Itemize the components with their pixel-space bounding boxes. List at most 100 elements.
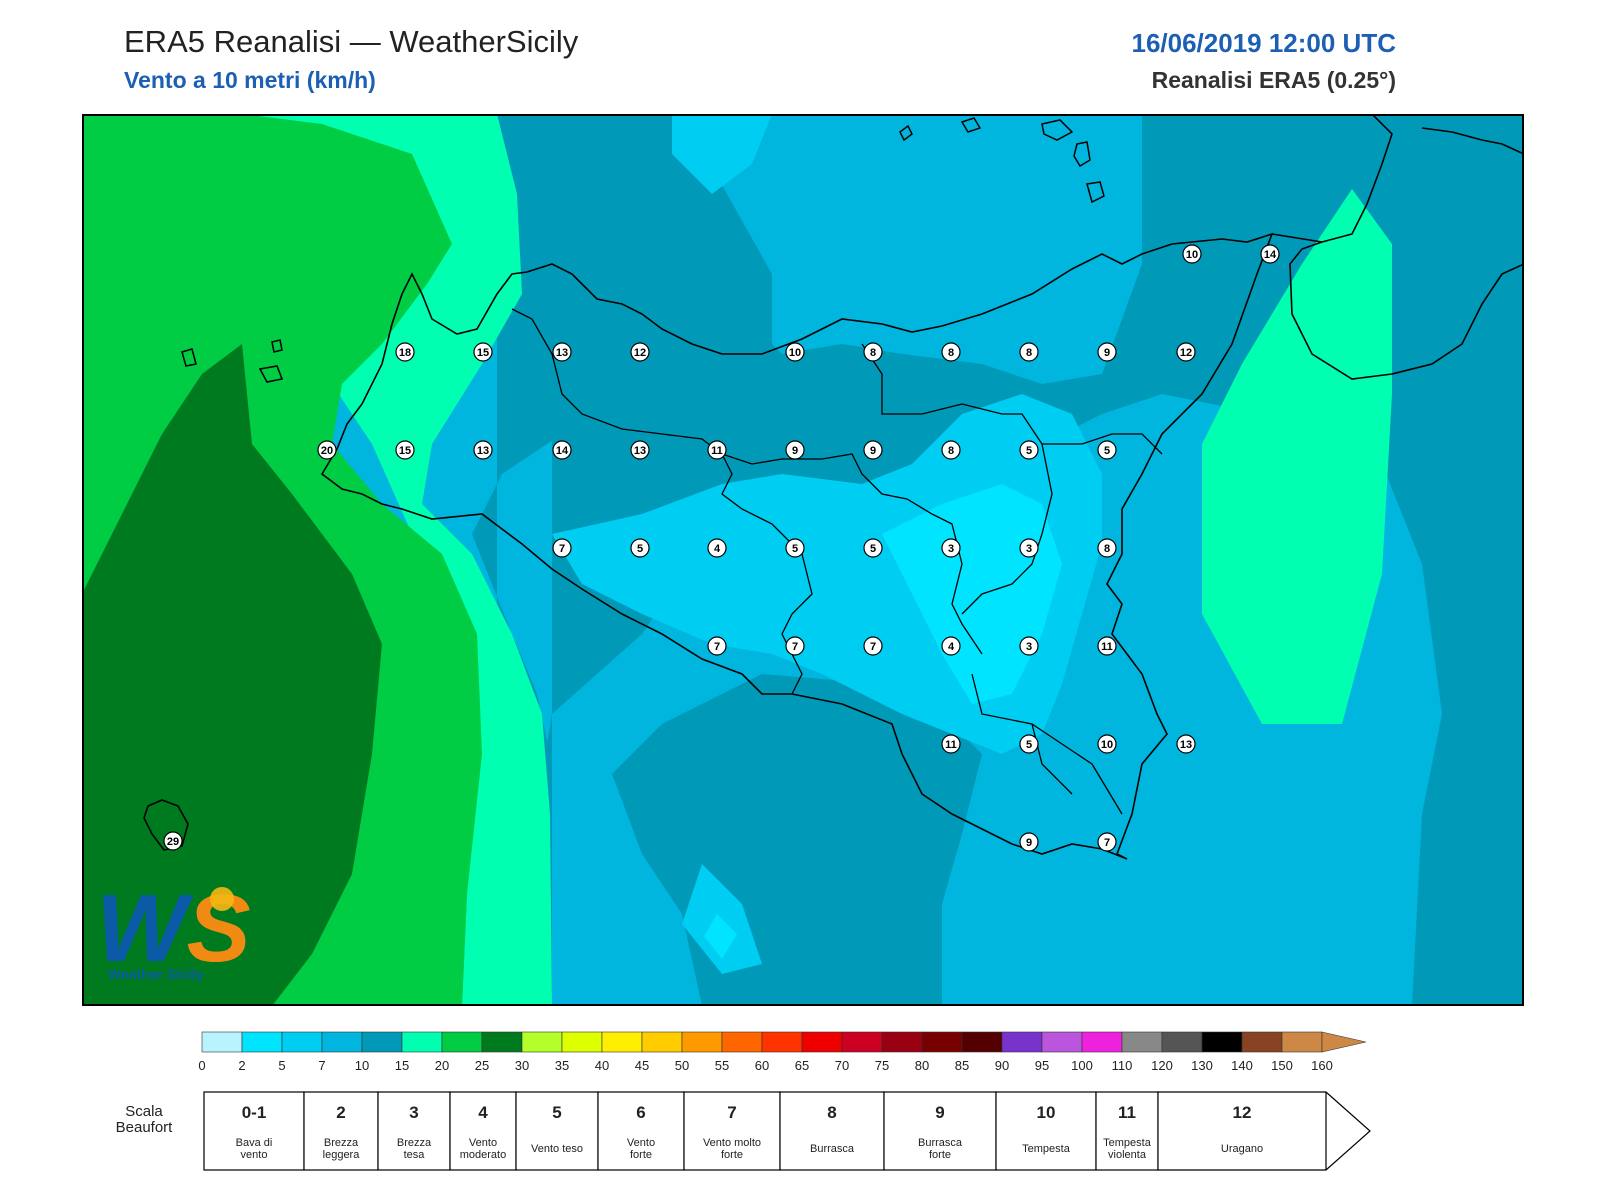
station-value: 7 bbox=[559, 543, 565, 555]
colorbar-tick: 0 bbox=[198, 1058, 205, 1073]
station-marker: 8 bbox=[1097, 538, 1117, 558]
station-value: 5 bbox=[1026, 445, 1032, 457]
colorbar-swatch bbox=[441, 1031, 483, 1053]
station-markers: 10 14 18 15 13 12 10 8 8 8 9 12 20 15 13 14 13 11 9 9 8 5 5 7 5 4… bbox=[163, 244, 1280, 852]
beaufort-number: 9 bbox=[935, 1103, 944, 1122]
colorbar-tick: 160 bbox=[1311, 1058, 1333, 1073]
station-marker: 7 bbox=[1097, 832, 1117, 852]
station-circle bbox=[395, 440, 415, 460]
colorbar-swatch bbox=[561, 1031, 603, 1053]
station-marker: 7 bbox=[552, 538, 572, 558]
beaufort-desc-line1: Vento bbox=[627, 1137, 655, 1149]
station-marker: 4 bbox=[707, 538, 727, 558]
beaufort-desc-line1: Burrasca bbox=[918, 1137, 963, 1149]
beaufort-number: 3 bbox=[409, 1103, 418, 1122]
beaufort-number: 8 bbox=[827, 1103, 836, 1122]
station-marker: 15 bbox=[473, 342, 493, 362]
station-circle bbox=[1097, 538, 1117, 558]
colorbar-tick: 140 bbox=[1231, 1058, 1253, 1073]
colorbar-swatch bbox=[481, 1031, 523, 1053]
data-source: Reanalisi ERA5 (0.25°) bbox=[1151, 67, 1396, 93]
colorbar-tick: 65 bbox=[795, 1058, 809, 1073]
beaufort-box bbox=[449, 1091, 517, 1171]
beaufort-desc-line1: Vento bbox=[469, 1137, 497, 1149]
station-circle bbox=[707, 440, 727, 460]
station-marker: 3 bbox=[1019, 636, 1039, 656]
colorbar-swatch bbox=[961, 1031, 1003, 1053]
station-circle bbox=[1097, 440, 1117, 460]
beaufort-desc-line1: Burrasca bbox=[810, 1143, 855, 1155]
colorbar-swatches bbox=[201, 1031, 1367, 1053]
station-value: 7 bbox=[1104, 837, 1110, 849]
station-value: 14 bbox=[556, 445, 569, 457]
station-marker: 10 bbox=[1097, 734, 1117, 754]
station-circle bbox=[163, 831, 183, 851]
station-value: 8 bbox=[1104, 543, 1110, 555]
station-circle bbox=[1019, 440, 1039, 460]
colorbar-swatch bbox=[681, 1031, 723, 1053]
station-marker: 29 bbox=[163, 831, 183, 851]
colorbar-tick: 45 bbox=[635, 1058, 649, 1073]
beaufort-box bbox=[303, 1091, 379, 1171]
station-marker: 7 bbox=[707, 636, 727, 656]
station-value: 9 bbox=[870, 445, 876, 457]
station-circle bbox=[941, 636, 961, 656]
station-circle bbox=[1097, 636, 1117, 656]
beaufort-desc-line2: moderato bbox=[460, 1149, 506, 1161]
station-marker: 13 bbox=[473, 440, 493, 460]
beaufort-number: 10 bbox=[1037, 1103, 1056, 1122]
station-marker: 5 bbox=[1097, 440, 1117, 460]
colorbar-tick: 25 bbox=[475, 1058, 489, 1073]
station-marker: 7 bbox=[785, 636, 805, 656]
station-marker: 8 bbox=[863, 342, 883, 362]
colorbar-tick: 5 bbox=[278, 1058, 285, 1073]
station-marker: 10 bbox=[1182, 244, 1202, 264]
zone-mint-west bbox=[82, 114, 552, 1006]
station-marker: 15 bbox=[395, 440, 415, 460]
colorbar-tick: 80 bbox=[915, 1058, 929, 1073]
station-value: 7 bbox=[714, 641, 720, 653]
beaufort-number: 11 bbox=[1118, 1103, 1136, 1122]
station-circle bbox=[395, 342, 415, 362]
station-value: 4 bbox=[714, 543, 721, 555]
beaufort-class: 5 Vento teso bbox=[515, 1091, 599, 1171]
station-value: 29 bbox=[167, 836, 179, 848]
beaufort-desc-line2: vento bbox=[241, 1149, 268, 1161]
station-circle bbox=[941, 538, 961, 558]
colorbar-tick: 40 bbox=[595, 1058, 609, 1073]
beaufort-class: 12 Uragano bbox=[1157, 1091, 1371, 1171]
station-marker: 5 bbox=[630, 538, 650, 558]
station-circle bbox=[473, 342, 493, 362]
station-marker: 9 bbox=[863, 440, 883, 460]
station-circle bbox=[1019, 538, 1039, 558]
station-marker: 12 bbox=[630, 342, 650, 362]
zone-cyan-light-small bbox=[704, 914, 737, 959]
map-subtitle: Vento a 10 metri (km/h) bbox=[124, 67, 376, 93]
beaufort-box bbox=[1095, 1091, 1159, 1171]
station-circle bbox=[785, 636, 805, 656]
station-circle bbox=[1097, 342, 1117, 362]
beaufort-desc-line2: leggera bbox=[323, 1149, 361, 1161]
colorbar-tick: 10 bbox=[355, 1058, 369, 1073]
colorbar-swatch bbox=[761, 1031, 803, 1053]
station-circle bbox=[473, 440, 493, 460]
station-value: 13 bbox=[477, 445, 489, 457]
station-value: 9 bbox=[792, 445, 798, 457]
sicily-coastline bbox=[320, 232, 1274, 860]
colorbar-swatch bbox=[921, 1031, 963, 1053]
colorbar-swatch bbox=[1041, 1031, 1083, 1053]
colorbar-swatch bbox=[1241, 1031, 1283, 1053]
station-circle bbox=[863, 636, 883, 656]
colorbar-swatch bbox=[601, 1031, 643, 1053]
colorbar-tick: 35 bbox=[555, 1058, 569, 1073]
beaufort-desc-line2: tesa bbox=[404, 1149, 426, 1161]
logo-sun bbox=[210, 887, 234, 911]
station-value: 5 bbox=[870, 543, 876, 555]
colorbar-tick: 2 bbox=[238, 1058, 245, 1073]
